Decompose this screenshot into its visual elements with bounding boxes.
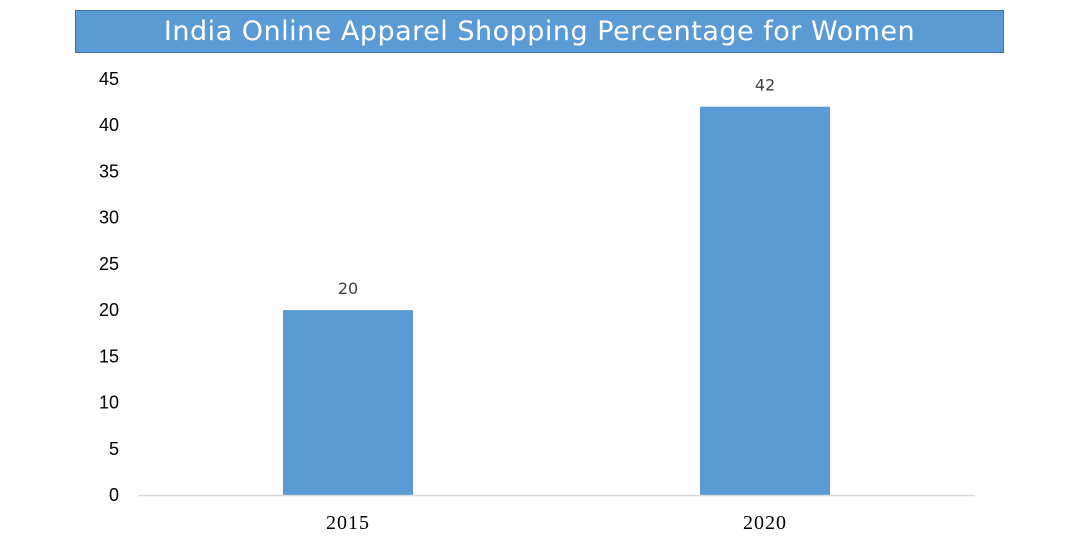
chart-title: India Online Apparel Shopping Percentage… (163, 16, 916, 47)
y-tick-label: 40 (99, 115, 119, 135)
y-axis-ticks: 0 5 10 15 20 25 30 35 40 45 (99, 69, 119, 505)
y-tick-label: 15 (99, 346, 119, 366)
x-category-label: 2020 (743, 512, 787, 534)
y-tick-label: 35 (99, 161, 119, 181)
chart-title-bar: India Online Apparel Shopping Percentage… (75, 10, 1004, 53)
y-tick-label: 45 (99, 69, 119, 89)
data-label-2020: 42 (755, 76, 775, 95)
x-axis-labels: 2015 2020 (326, 512, 787, 534)
y-tick-label: 10 (99, 393, 119, 413)
x-category-label: 2015 (326, 512, 370, 534)
y-tick-label: 5 (109, 439, 119, 459)
bar-2020 (700, 106, 830, 495)
bars (283, 106, 830, 495)
y-tick-label: 25 (99, 254, 119, 274)
y-tick-label: 0 (109, 485, 119, 505)
y-tick-label: 20 (99, 300, 119, 320)
bar-2015 (283, 310, 413, 495)
data-label-2015: 20 (338, 279, 358, 298)
y-tick-label: 30 (99, 208, 119, 228)
